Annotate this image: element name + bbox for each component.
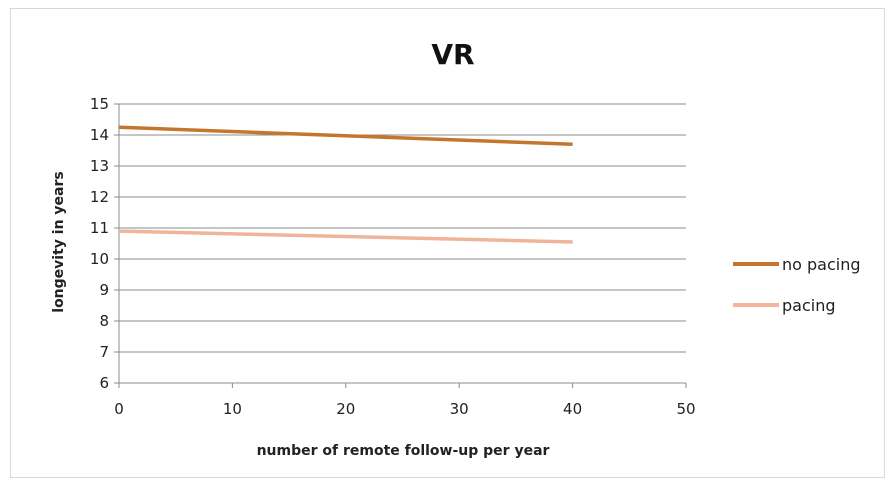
y-tick-label: 10 — [90, 250, 109, 268]
x-tick-label: 10 — [223, 400, 242, 418]
y-tick-label: 6 — [99, 374, 109, 392]
legend-label: pacing — [782, 296, 836, 315]
series-line-no-pacing — [118, 125, 573, 147]
legend: no pacing pacing — [733, 255, 861, 315]
x-tick-label: 40 — [563, 400, 582, 418]
y-tick-label: 11 — [90, 219, 109, 237]
legend-label: no pacing — [782, 255, 861, 274]
y-tick-label: 13 — [90, 157, 109, 175]
y-tick-label: 15 — [90, 95, 109, 113]
y-axis-title: longevity in years — [51, 171, 67, 312]
x-axis-title: number of remote follow-up per year — [257, 443, 550, 459]
x-tick-label: 50 — [676, 400, 695, 418]
x-tick-label: 20 — [336, 400, 355, 418]
y-tick-label: 12 — [90, 188, 109, 206]
tick-labels: 6 7 8 9 10 11 12 13 14 15 0 10 20 30 40 50 — [90, 95, 696, 418]
series-line-pacing — [118, 229, 573, 244]
x-tick-label: 30 — [450, 400, 469, 418]
chart-title: VR — [431, 38, 474, 71]
y-tick-label: 8 — [99, 312, 109, 330]
series-lines — [118, 125, 573, 244]
axes — [114, 103, 687, 388]
x-tick-label: 0 — [114, 400, 124, 418]
chart-frame — [10, 8, 885, 478]
y-tick-label: 14 — [90, 126, 109, 144]
y-tick-label: 7 — [99, 343, 109, 361]
gridlines — [119, 103, 686, 353]
y-tick-label: 9 — [99, 281, 109, 299]
